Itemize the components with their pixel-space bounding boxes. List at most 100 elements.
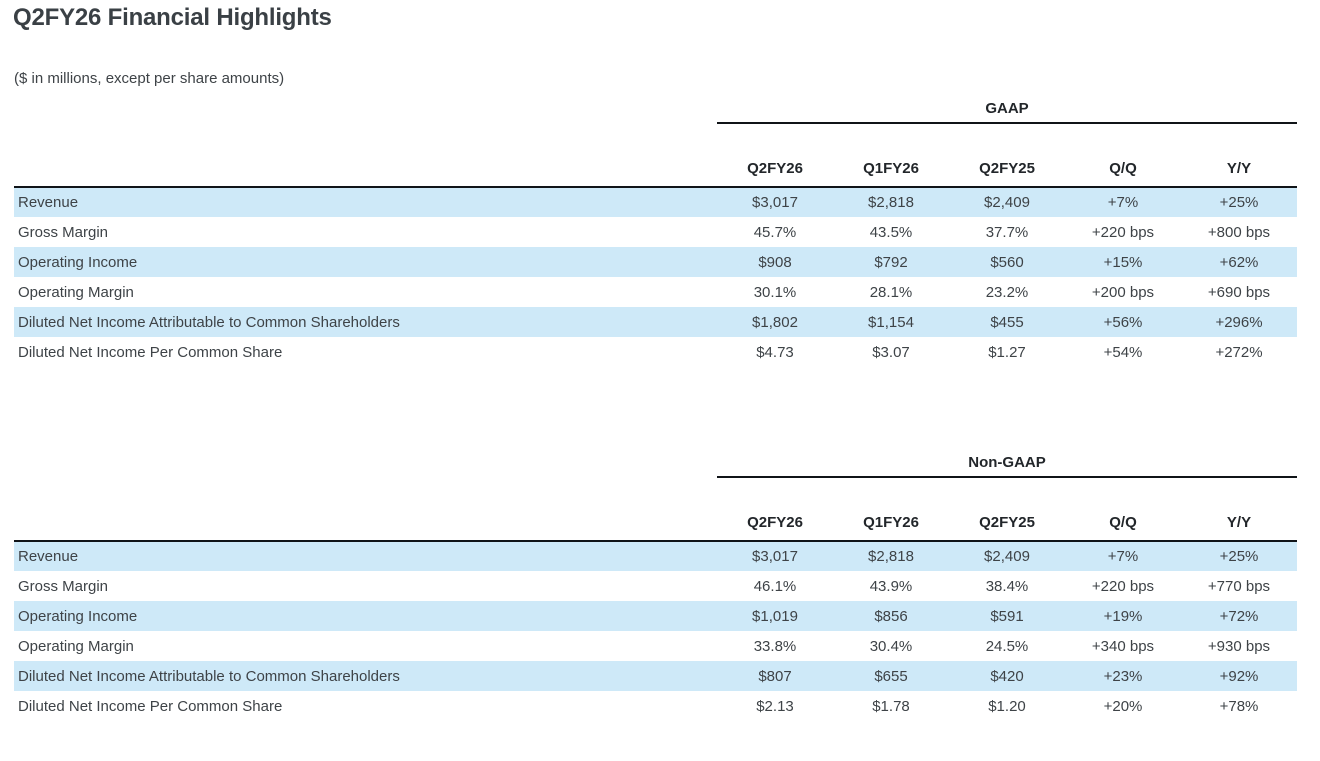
row-label: Revenue xyxy=(18,194,79,211)
row-label: Operating Margin xyxy=(18,283,134,301)
cell-q2fy26: $908 xyxy=(758,253,792,271)
cell-q2fy25: $560 xyxy=(990,253,1024,271)
column-header-yy: Y/Y xyxy=(1181,478,1297,542)
cell-q2fy25: $420 xyxy=(990,667,1024,685)
cell-q2fy25: 24.5% xyxy=(985,637,1029,655)
gaap-group-rule: GAAP xyxy=(717,100,1297,124)
row-label: Diluted Net Income Attributable to Commo… xyxy=(18,667,400,685)
row-label: Diluted Net Income Per Common Share xyxy=(18,697,283,715)
cell-qq: +220 bps xyxy=(1091,223,1155,241)
cell-q1fy26: 28.1% xyxy=(869,283,913,301)
column-header-yy: Y/Y xyxy=(1181,124,1297,188)
cell-q2fy26: 46.1% xyxy=(753,577,797,595)
cell-yy: +78% xyxy=(1219,697,1259,715)
cell-q1fy26: $856 xyxy=(874,607,908,625)
row-label: Operating Income xyxy=(18,253,138,271)
table-row: Operating Margin 33.8% 30.4% 24.5% +340 … xyxy=(14,631,1297,661)
metric-column-header xyxy=(14,478,717,542)
cell-q2fy25: 23.2% xyxy=(985,283,1029,301)
row-label: Diluted Net Income Attributable to Commo… xyxy=(18,313,400,331)
cell-yy: +25% xyxy=(1219,194,1259,211)
header-row: Q2FY26 Q1FY26 Q2FY25 Q/Q Y/Y xyxy=(14,124,1297,188)
cell-qq: +54% xyxy=(1103,343,1143,361)
table-row: Revenue $3,017 $2,818 $2,409 +7% +25% xyxy=(14,541,1297,571)
gaap-table-header: Q2FY26 Q1FY26 Q2FY25 Q/Q Y/Y xyxy=(14,124,1297,188)
cell-q2fy25: 38.4% xyxy=(985,577,1029,595)
cell-q1fy26: $655 xyxy=(874,667,908,685)
cell-q1fy26: $2,818 xyxy=(868,194,914,211)
cell-q2fy26: $1,019 xyxy=(752,607,798,625)
table-row: Diluted Net Income Attributable to Commo… xyxy=(14,307,1297,337)
table-row: Operating Income $1,019 $856 $591 +19% +… xyxy=(14,601,1297,631)
table-row: Operating Margin 30.1% 28.1% 23.2% +200 … xyxy=(14,277,1297,307)
cell-q2fy26: 45.7% xyxy=(753,223,797,241)
cell-q2fy26: $3,017 xyxy=(752,548,798,565)
cell-q2fy25: 37.7% xyxy=(985,223,1029,241)
cell-yy: +62% xyxy=(1219,253,1259,271)
cell-yy: +770 bps xyxy=(1207,577,1271,595)
table-row: Diluted Net Income Per Common Share $4.7… xyxy=(14,337,1297,367)
cell-q2fy25: $2,409 xyxy=(984,548,1030,565)
cell-q1fy26: $792 xyxy=(874,253,908,271)
header-row: Q2FY26 Q1FY26 Q2FY25 Q/Q Y/Y xyxy=(14,478,1297,542)
metric-column-header xyxy=(14,124,717,188)
cell-q2fy26: 33.8% xyxy=(753,637,797,655)
cell-q1fy26: 30.4% xyxy=(869,637,913,655)
cell-qq: +20% xyxy=(1103,697,1143,715)
non-gaap-table-header: Q2FY26 Q1FY26 Q2FY25 Q/Q Y/Y xyxy=(14,478,1297,542)
cell-yy: +25% xyxy=(1219,548,1259,565)
cell-qq: +200 bps xyxy=(1091,283,1155,301)
column-header-qq: Q/Q xyxy=(1065,478,1181,542)
page-title: Q2FY26 Financial Highlights xyxy=(13,4,332,31)
row-label: Diluted Net Income Per Common Share xyxy=(18,343,283,361)
table-row: Revenue $3,017 $2,818 $2,409 +7% +25% xyxy=(14,187,1297,217)
cell-q2fy26: $3,017 xyxy=(752,194,798,211)
cell-yy: +72% xyxy=(1219,607,1259,625)
cell-q1fy26: $3.07 xyxy=(872,343,910,361)
cell-qq: +340 bps xyxy=(1091,637,1155,655)
cell-qq: +7% xyxy=(1107,548,1139,565)
units-note: ($ in millions, except per share amounts… xyxy=(14,70,285,87)
cell-yy: +930 bps xyxy=(1207,637,1271,655)
cell-q2fy25: $2,409 xyxy=(984,194,1030,211)
cell-qq: +19% xyxy=(1103,607,1143,625)
cell-qq: +23% xyxy=(1103,667,1143,685)
column-header-q2fy25: Q2FY25 xyxy=(949,124,1065,188)
cell-q1fy26: 43.9% xyxy=(869,577,913,595)
cell-q1fy26: 43.5% xyxy=(869,223,913,241)
table-row: Gross Margin 46.1% 43.9% 38.4% +220 bps … xyxy=(14,571,1297,601)
cell-q1fy26: $1,154 xyxy=(868,313,914,331)
cell-q2fy26: $2.13 xyxy=(756,697,794,715)
cell-yy: +272% xyxy=(1215,343,1263,361)
cell-q2fy26: $807 xyxy=(758,667,792,685)
column-header-q2fy26: Q2FY26 xyxy=(717,478,833,542)
non-gaap-group-rule: Non-GAAP xyxy=(717,454,1297,478)
column-header-q1fy26: Q1FY26 xyxy=(833,124,949,188)
cell-q2fy25: $1.27 xyxy=(988,343,1026,361)
cell-q2fy25: $455 xyxy=(990,313,1024,331)
table-row: Operating Income $908 $792 $560 +15% +62… xyxy=(14,247,1297,277)
cell-q2fy26: $4.73 xyxy=(756,343,794,361)
cell-q2fy25: $591 xyxy=(990,607,1024,625)
cell-qq: +56% xyxy=(1103,313,1143,331)
row-label: Gross Margin xyxy=(18,223,109,241)
non-gaap-section: Non-GAAP Q2FY26 Q1FY26 Q2FY25 Q/Q Y/Y Re… xyxy=(0,454,1320,721)
row-label: Operating Income xyxy=(18,607,138,625)
row-label: Gross Margin xyxy=(18,577,109,595)
cell-yy: +800 bps xyxy=(1207,223,1271,241)
cell-yy: +92% xyxy=(1219,667,1259,685)
column-header-qq: Q/Q xyxy=(1065,124,1181,188)
row-label: Revenue xyxy=(18,548,79,565)
table-row: Gross Margin 45.7% 43.5% 37.7% +220 bps … xyxy=(14,217,1297,247)
column-header-q2fy26: Q2FY26 xyxy=(717,124,833,188)
cell-qq: +15% xyxy=(1103,253,1143,271)
gaap-group-label: GAAP xyxy=(985,100,1029,117)
table-row: Diluted Net Income Per Common Share $2.1… xyxy=(14,691,1297,721)
cell-q2fy25: $1.20 xyxy=(988,697,1026,715)
gaap-table: Q2FY26 Q1FY26 Q2FY25 Q/Q Y/Y Revenue $3,… xyxy=(14,124,1297,367)
row-label: Operating Margin xyxy=(18,637,134,655)
gaap-section: GAAP Q2FY26 Q1FY26 Q2FY25 Q/Q Y/Y Revenu… xyxy=(0,100,1320,367)
non-gaap-table: Q2FY26 Q1FY26 Q2FY25 Q/Q Y/Y Revenue $3,… xyxy=(14,478,1297,721)
column-header-q2fy25: Q2FY25 xyxy=(949,478,1065,542)
